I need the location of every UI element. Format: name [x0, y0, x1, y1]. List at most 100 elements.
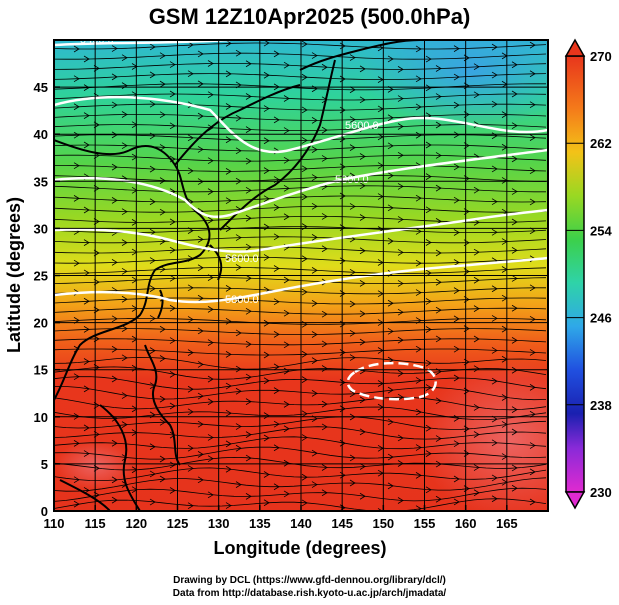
streamline-arrow	[359, 96, 366, 104]
streamline-arrow	[283, 213, 290, 221]
streamline-arrow	[473, 335, 480, 343]
streamline-arrow	[397, 308, 404, 316]
streamline-arrow	[359, 338, 366, 346]
streamline-arrow	[397, 370, 404, 377]
streamline-arrow	[473, 248, 480, 256]
streamline-arrow	[73, 195, 80, 202]
streamline-arrow	[453, 287, 460, 294]
streamline-arrow	[387, 114, 394, 122]
x-tick-label: 145	[331, 516, 353, 531]
streamline-arrow	[511, 188, 518, 195]
streamline-arrow	[207, 398, 214, 406]
streamline-arrow	[169, 155, 176, 163]
streamline-arrow	[377, 508, 384, 511]
streamline-arrow	[197, 146, 204, 153]
height-contours	[54, 40, 548, 401]
streamline-arrow	[349, 144, 356, 151]
streamline-arrow	[169, 461, 176, 469]
streamline-arrow	[491, 285, 498, 293]
streamline-arrow	[159, 395, 166, 403]
streamline-arrow	[273, 116, 280, 124]
streamline-arrow	[311, 331, 318, 338]
streamline-arrow	[473, 365, 480, 373]
streamline-arrow	[83, 358, 90, 365]
streamline-arrow	[453, 73, 460, 81]
streamline-arrow	[187, 284, 194, 292]
streamline-arrow	[397, 95, 404, 102]
streamline-arrow	[83, 84, 90, 91]
streamline-arrow	[453, 498, 460, 506]
y-tick-label: 45	[34, 80, 48, 95]
streamline-arrow	[225, 285, 232, 292]
streamline-arrow	[225, 70, 232, 78]
y-tick-label: 0	[41, 504, 48, 519]
streamline-arrow	[511, 122, 518, 130]
streamline-arrow	[197, 112, 204, 120]
streamline-arrow	[159, 418, 166, 426]
streamline-arrow	[111, 45, 118, 52]
streamline-arrow	[283, 127, 290, 134]
streamline-arrow	[311, 300, 318, 307]
streamline-arrow	[169, 487, 176, 494]
streamline-arrow	[301, 106, 308, 114]
streamline-arrow	[529, 468, 536, 476]
streamline-arrow	[397, 249, 404, 256]
streamline-arrow	[73, 345, 80, 353]
streamline-arrow	[121, 208, 128, 216]
streamline-arrow	[73, 162, 80, 170]
streamline-arrow	[263, 351, 270, 359]
streamline-arrow	[207, 188, 214, 195]
streamline-arrow	[349, 54, 356, 61]
streamline-arrow	[415, 289, 422, 296]
streamline-arrow	[159, 455, 166, 463]
grid	[54, 40, 548, 511]
streamline-arrow	[359, 492, 366, 500]
streamline-arrow	[435, 397, 442, 405]
streamline-arrow	[511, 155, 518, 163]
streamline-arrow	[83, 269, 90, 277]
streamline-arrow	[149, 443, 156, 451]
streamline-arrow	[387, 237, 394, 245]
streamline-arrow	[529, 384, 536, 391]
streamline-arrow	[511, 366, 518, 374]
streamline-arrow	[121, 82, 128, 89]
streamline-arrow	[131, 186, 138, 194]
streamline-arrow	[397, 336, 404, 344]
streamline-arrow	[187, 502, 194, 510]
streamline-arrow	[349, 268, 356, 276]
x-tick-label: 125	[167, 516, 189, 531]
streamline-arrow	[225, 40, 232, 47]
colorbar-label: 238	[590, 398, 612, 413]
streamline-arrow	[321, 365, 328, 372]
streamline-arrow	[435, 495, 442, 503]
streamline-arrow	[235, 329, 242, 337]
streamline-arrow	[387, 142, 394, 150]
streamline-arrow	[529, 134, 536, 141]
streamline-arrow	[311, 146, 318, 153]
streamline-arrow	[359, 463, 366, 470]
streamline-arrow	[349, 203, 356, 210]
streamline-arrow	[245, 126, 252, 133]
streamline-arrow	[235, 387, 242, 395]
streamline-arrow	[349, 390, 356, 398]
streamline-arrow	[149, 382, 156, 390]
streamline-arrow	[435, 65, 442, 72]
streamline-arrow	[387, 453, 394, 461]
contour-label-2: 5600.0	[345, 120, 379, 132]
streamline-arrow	[235, 481, 242, 488]
y-tick-label: 20	[34, 316, 48, 331]
streamline-arrow	[73, 440, 80, 447]
y-tick-label: 30	[34, 221, 48, 236]
streamline-arrow	[349, 354, 356, 361]
streamline-arrow	[187, 134, 194, 142]
streamline-arrow	[235, 49, 242, 57]
streamline-arrow	[73, 131, 80, 139]
streamline-arrow	[321, 213, 328, 220]
streamline-arrow	[321, 340, 328, 348]
streamline-arrow	[245, 186, 252, 194]
streamline-arrow	[121, 267, 128, 275]
streamline-arrow	[225, 136, 232, 144]
streamline-arrow	[225, 382, 232, 390]
x-tick-label: 130	[208, 516, 230, 531]
streamline-arrow	[73, 476, 80, 484]
